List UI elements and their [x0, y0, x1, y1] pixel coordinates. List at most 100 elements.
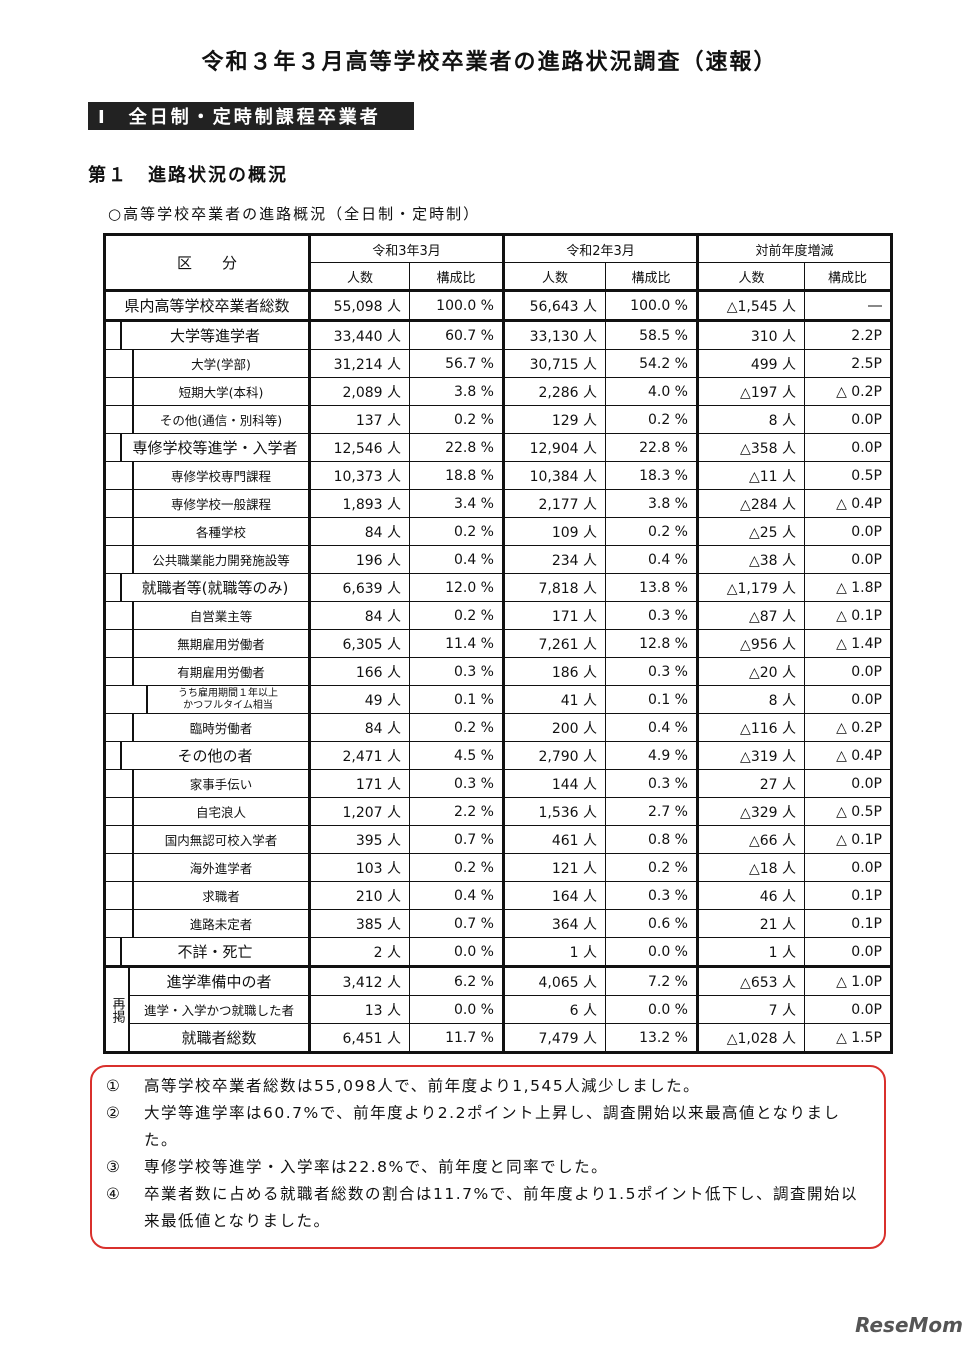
table-caption: ○高等学校卒業者の進路概況（全日制・定時制）	[108, 205, 481, 223]
table-cell: 49 人	[308, 685, 410, 714]
table-cell: △ 0.4P	[804, 741, 892, 770]
table-cell: 3.8 %	[605, 489, 698, 518]
table-cell: 21 人	[696, 909, 805, 938]
table-cell: 7.2 %	[605, 966, 698, 996]
table-cell: 22.8 %	[605, 433, 698, 462]
note-number: ④	[106, 1185, 122, 1203]
note-text: 卒業者数に占める就職者総数の割合は11.7%で、前年度より1.5ポイント低下し、…	[144, 1185, 858, 1230]
table-cell: 11.4 %	[409, 629, 504, 658]
table-cell: 6,451 人	[308, 1023, 410, 1053]
table-cell: 461 人	[502, 825, 606, 854]
table-cell: 55,098 人	[308, 290, 410, 321]
table-cell: 0.2 %	[409, 713, 504, 742]
table-cell: 0.0 %	[409, 937, 504, 967]
section-heading: Ⅰ 全日制・定時制課程卒業者	[88, 102, 414, 130]
table-cell: △ 0.1P	[804, 601, 892, 630]
table-cell: 0.2 %	[605, 517, 698, 546]
table-cell: 0.1P	[804, 909, 892, 938]
row-label: 有期雇用労働者	[132, 658, 308, 685]
table-cell: 0.0P	[804, 937, 892, 967]
row-label: 不詳・死亡	[120, 938, 308, 965]
table-cell: 234 人	[502, 545, 606, 574]
row-label: 就職者等(就職等のみ)	[120, 574, 308, 601]
table-cell: 1,536 人	[502, 797, 606, 826]
table-cell: 0.0P	[804, 853, 892, 882]
table-row: うち雇用期間１年以上 かつフルタイム相当 49 人 0.1 % 41 人 0.1 % 8 人…	[104, 685, 892, 714]
row-label-cell: 公共職業能力開発施設等	[104, 545, 310, 574]
table-cell: 2,790 人	[502, 741, 606, 770]
row-label: 自営業主等	[132, 602, 308, 629]
table-cell: 0.3 %	[409, 657, 504, 686]
row-label-cell: その他(通信・別科等)	[104, 405, 310, 434]
table-row: その他(通信・別科等) 137 人 0.2 % 129 人 0.2 % 8 人 0.0P	[104, 405, 892, 434]
table-cell: 18.8 %	[409, 461, 504, 490]
table-row: 自営業主等 84 人 0.2 % 171 人 0.3 % △87 人 △ 0.1P	[104, 601, 892, 630]
table-cell: △1,545 人	[696, 290, 805, 321]
table-cell: △956 人	[696, 629, 805, 658]
table-cell: 0.7 %	[409, 825, 504, 854]
table-cell: △11 人	[696, 461, 805, 490]
table-cell: 4.9 %	[605, 741, 698, 770]
table-cell: 56,643 人	[502, 290, 606, 321]
table-cell: 395 人	[308, 825, 410, 854]
table-cell: 0.0P	[804, 405, 892, 434]
table-row: 不詳・死亡 2 人 0.0 % 1 人 0.0 % 1 人 0.0P	[104, 937, 892, 967]
row-label-cell: 専修学校等進学・入学者	[104, 433, 310, 462]
table-cell: 109 人	[502, 517, 606, 546]
table-row: 公共職業能力開発施設等 196 人 0.4 % 234 人 0.4 % △38 人 0.0P	[104, 545, 892, 574]
resemom-logo: ReseMom	[855, 1313, 963, 1337]
row-label-cell: 大学等進学者	[104, 320, 310, 350]
table-cell: 0.3 %	[605, 657, 698, 686]
table-header-row: 区 分 令和3年3月 令和2年3月 対前年度増減	[104, 234, 892, 291]
row-label: 自宅浪人	[132, 798, 308, 825]
table-cell: ―	[804, 290, 892, 321]
table-cell: 2,471 人	[308, 741, 410, 770]
table-cell: △ 0.2P	[804, 377, 892, 406]
row-label: 求職者	[132, 882, 308, 909]
table-cell: △1,179 人	[696, 573, 805, 602]
table-cell: 13 人	[308, 995, 410, 1024]
table-row: 国内無認可校入学者 395 人 0.7 % 461 人 0.8 % △66 人 △ 0.1P	[104, 825, 892, 854]
row-label: 専修学校専門課程	[132, 462, 308, 489]
table-cell: △197 人	[696, 377, 805, 406]
row-label-cell: 求職者	[104, 881, 310, 910]
table-cell: △1,028 人	[696, 1023, 805, 1053]
table-cell: 0.0 %	[605, 995, 698, 1024]
note-text: 高等学校卒業者総数は55,098人で、前年度より1,545人減少しました。	[144, 1077, 701, 1095]
table-cell: 2,089 人	[308, 377, 410, 406]
table-cell: 2 人	[308, 937, 410, 967]
table-row: 自宅浪人 1,207 人 2.2 % 1,536 人 2.7 % △329 人 △ 0.5P	[104, 797, 892, 826]
table-cell: 2.2 %	[409, 797, 504, 826]
table-cell: 0.2 %	[605, 405, 698, 434]
table-cell: 3,412 人	[308, 966, 410, 996]
table-cell: 0.6 %	[605, 909, 698, 938]
table-cell: 54.2 %	[605, 349, 698, 378]
table-cell: 0.3 %	[605, 769, 698, 798]
table-cell: 0.4 %	[605, 545, 698, 574]
table-row: 無期雇用労働者 6,305 人 11.4 % 7,261 人 12.8 % △956 人 △…	[104, 629, 892, 658]
table-cell: 8 人	[696, 405, 805, 434]
table-cell: 1 人	[502, 937, 606, 967]
table-cell: △ 1.0P	[804, 966, 892, 996]
row-label: 進学・入学かつ就職した者	[128, 995, 310, 1024]
table-cell: 121 人	[502, 853, 606, 882]
note-text: 専修学校等進学・入学率は22.8%で、前年度と同率でした。	[144, 1158, 609, 1176]
table-cell: 7,479 人	[502, 1023, 606, 1053]
table-cell: 1 人	[696, 937, 805, 967]
row-label: 就職者総数	[128, 1023, 310, 1053]
repost-row: 進学・入学かつ就職した者 13 人 0.0 % 6 人 0.0 % 7 人 0.0P	[105, 995, 892, 1024]
note-number: ③	[106, 1158, 122, 1176]
table-row: 家事手伝い 171 人 0.3 % 144 人 0.3 % 27 人 0.0P	[104, 769, 892, 798]
table-cell: 12,904 人	[502, 433, 606, 462]
career-status-table: 区 分 令和3年3月 令和2年3月 対前年度増減 人数 構成比 人数 構成比 人…	[103, 233, 893, 1054]
table-cell: 499 人	[696, 349, 805, 378]
subheader: 構成比	[409, 262, 504, 291]
table-cell: 166 人	[308, 657, 410, 686]
table-cell: 0.3 %	[605, 601, 698, 630]
table-cell: 0.0P	[804, 685, 892, 714]
table-cell: 0.0 %	[409, 995, 504, 1024]
table-cell: △ 0.2P	[804, 713, 892, 742]
table-row: 専修学校等進学・入学者 12,546 人 22.8 % 12,904 人 22.8 % △…	[104, 433, 892, 462]
table-cell: 84 人	[308, 713, 410, 742]
table-cell: △18 人	[696, 853, 805, 882]
